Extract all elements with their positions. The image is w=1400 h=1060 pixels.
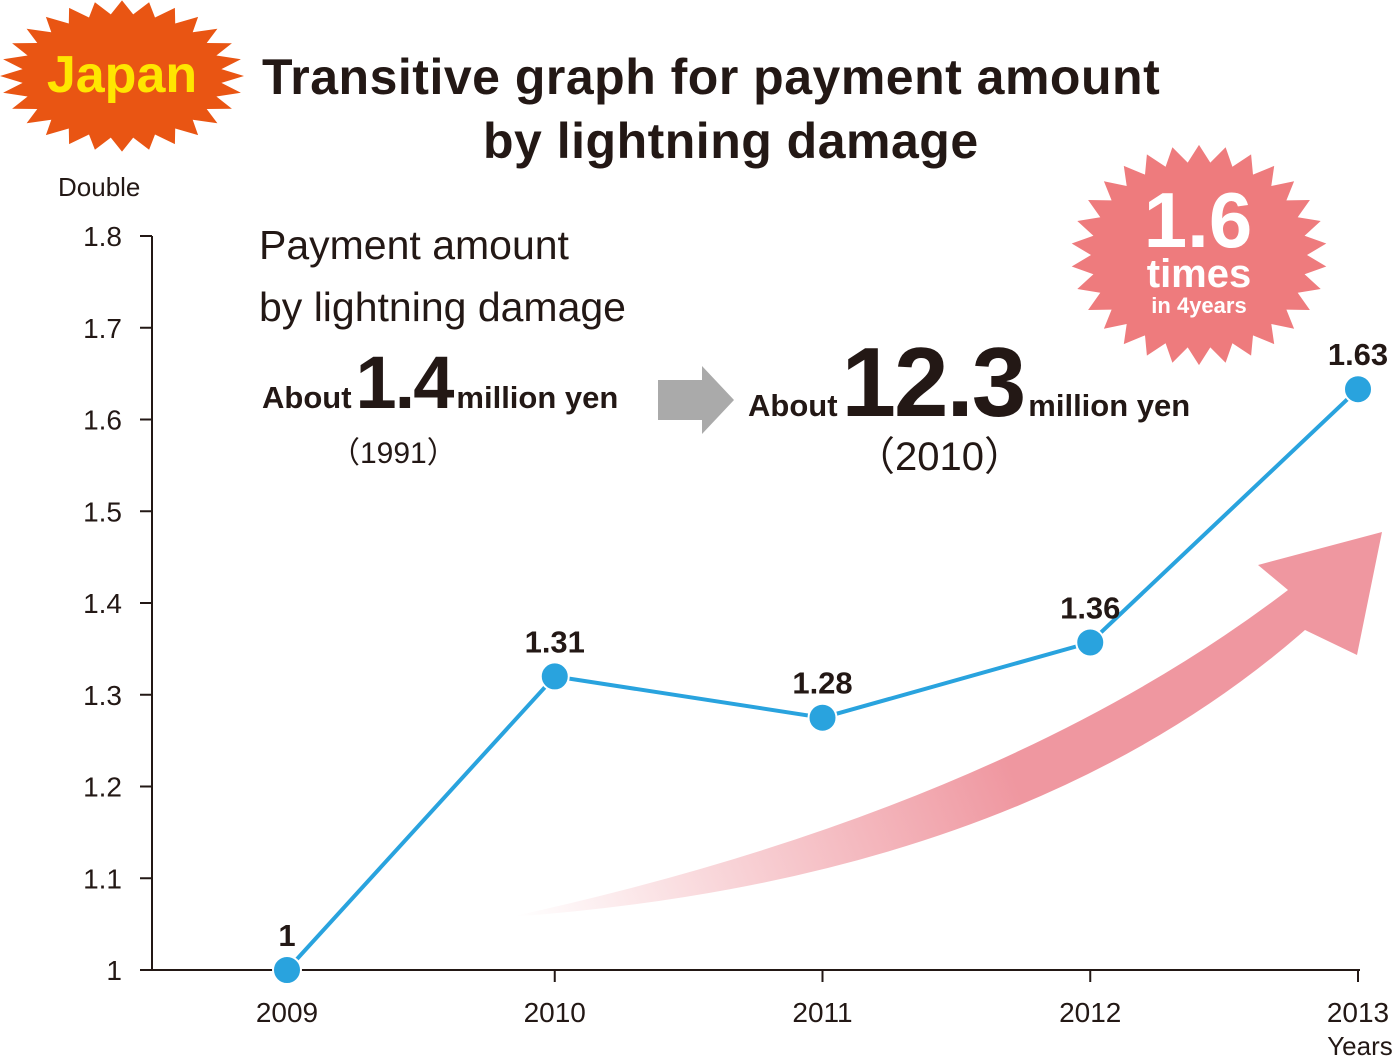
x-tick-label: 2009 xyxy=(256,997,318,1028)
y-tick-label: 1.3 xyxy=(83,680,122,711)
x-axis-label: Years xyxy=(1327,1031,1393,1060)
x-tick-label: 2013 xyxy=(1327,997,1389,1028)
data-label: 1 xyxy=(278,918,295,953)
y-tick-label: 1.8 xyxy=(83,221,122,252)
y-tick-label: 1 xyxy=(106,955,122,986)
data-point xyxy=(1075,627,1106,658)
after-year: （2010） xyxy=(855,435,1024,479)
trend-arrow xyxy=(510,532,1382,917)
data-label: 1.63 xyxy=(1328,337,1388,372)
data-point xyxy=(272,955,302,985)
before-amount: About 1.4 million yen xyxy=(262,340,619,424)
after-amount: About 12.3 million yen xyxy=(748,326,1191,437)
y-tick-label: 1.4 xyxy=(83,588,122,619)
callout-starburst xyxy=(1071,144,1327,366)
y-tick-label: 1.6 xyxy=(83,405,122,436)
gray-arrow xyxy=(658,366,734,434)
x-tick-label: 2012 xyxy=(1059,997,1121,1028)
info-heading-line-1: Payment amount xyxy=(259,222,569,268)
x-tick-label: 2011 xyxy=(792,997,852,1028)
before-prefix: About xyxy=(262,380,352,415)
before-unit: million yen xyxy=(456,380,619,415)
data-label: 1.36 xyxy=(1060,590,1120,625)
y-tick-label: 1.2 xyxy=(83,772,122,803)
chart-title-line-2: by lightning damage xyxy=(483,113,979,169)
after-unit: million yen xyxy=(1028,388,1191,423)
y-tick-label: 1.7 xyxy=(83,313,122,344)
callout-value: 1.6 xyxy=(1144,176,1252,264)
chart-title-line-1: Transitive graph for payment amount xyxy=(262,49,1161,105)
data-point xyxy=(539,661,570,692)
data-point xyxy=(1343,374,1373,405)
after-prefix: About xyxy=(748,388,838,423)
badge-label: Japan xyxy=(47,46,197,104)
info-heading-line-2: by lightning damage xyxy=(259,284,626,330)
y-tick-label: 1.1 xyxy=(83,863,122,894)
data-label: 1.31 xyxy=(525,624,585,659)
before-year: （1991） xyxy=(330,437,457,470)
y-axis-label: Double xyxy=(58,172,140,202)
callout-times: times xyxy=(1147,252,1252,296)
x-tick-label: 2010 xyxy=(524,997,586,1028)
data-point xyxy=(807,702,838,733)
after-value: 12.3 xyxy=(841,327,1027,437)
badge-starburst xyxy=(0,0,244,152)
before-value: 1.4 xyxy=(355,341,455,424)
y-tick-label: 1.5 xyxy=(83,496,122,527)
callout-period: in 4years xyxy=(1151,293,1246,318)
data-label: 1.28 xyxy=(792,666,852,701)
